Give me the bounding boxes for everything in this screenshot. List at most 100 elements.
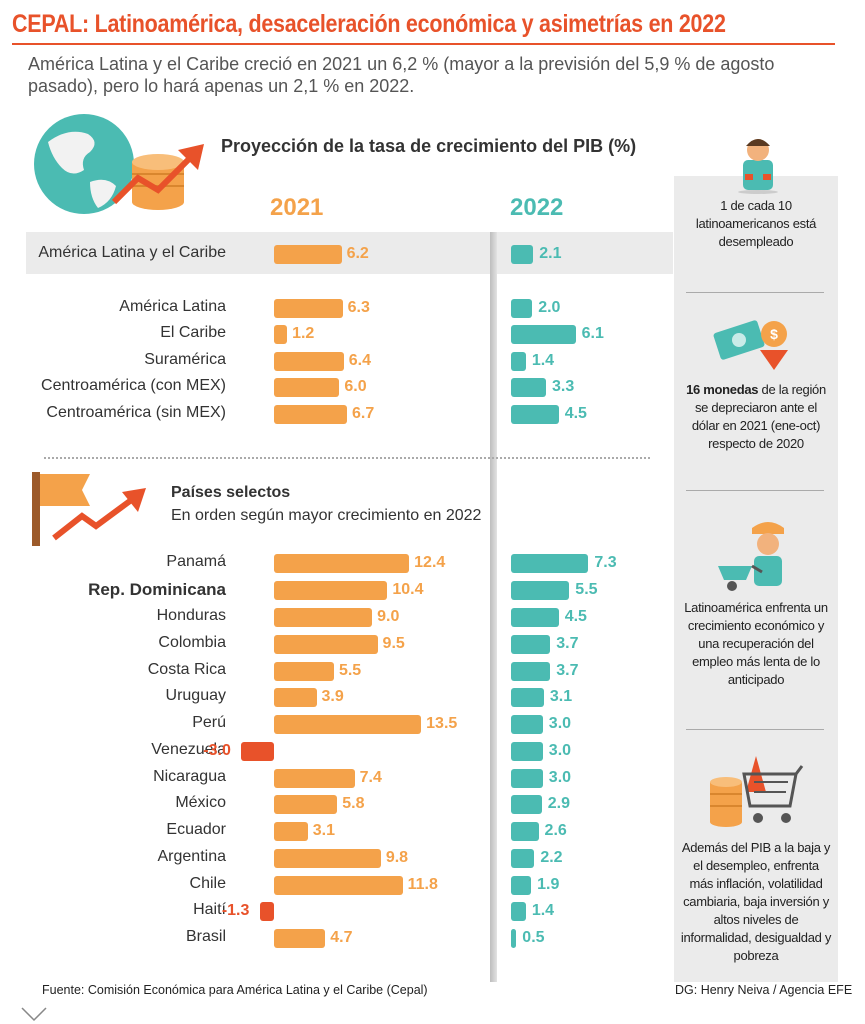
row-label-countries-2: Honduras [156, 607, 226, 624]
shopping-cart-coins-icon [710, 756, 804, 827]
title-rule [12, 43, 835, 45]
bar-2022-regions-4 [511, 378, 546, 397]
value-2021-countries-14: 4.7 [330, 929, 353, 946]
bar-2021-countries-12 [274, 876, 403, 895]
source-note: Fuente: Comisión Económica para América … [42, 983, 428, 997]
value-2022-countries-12: 1.9 [537, 876, 560, 893]
value-2022-countries-14: 0.5 [522, 929, 545, 946]
bar-2022-countries-14 [511, 929, 517, 948]
bar-2021-countries-1 [274, 581, 388, 600]
row-label-regions-4: Centroamérica (con MEX) [41, 377, 226, 394]
row-label-regions-5: Centroamérica (sin MEX) [46, 404, 226, 421]
value-2022-countries-4: 3.7 [556, 662, 579, 679]
value-2021-regions-3: 6.4 [348, 352, 371, 369]
bar-2021-countries-10 [274, 822, 308, 841]
value-2021-regions-0: 6.2 [346, 245, 369, 262]
bar-2021-regions-0 [274, 245, 342, 264]
row-label-countries-4: Costa Rica [147, 661, 226, 678]
row-label-regions-3: Suramérica [144, 351, 226, 368]
year-divider [490, 232, 497, 982]
value-2021-countries-5: 3.9 [321, 688, 344, 705]
bar-2021-regions-3 [274, 352, 344, 371]
sidebar-rule-2 [686, 490, 824, 491]
value-2022-countries-8: 3.0 [548, 769, 572, 786]
fact-challenges: Además del PIB a la baja y el desempleo,… [680, 840, 832, 963]
value-2022-regions-1: 2.0 [538, 299, 561, 316]
bar-2021-countries-14 [274, 929, 326, 948]
row-label-countries-14: Brasil [185, 928, 226, 945]
value-2022-countries-7: 3.0 [548, 742, 572, 759]
value-2021-countries-3: 9.5 [382, 635, 405, 652]
page-title: CEPAL: Latinoamérica, desaceleración eco… [12, 10, 726, 38]
row-label-countries-0: Panamá [166, 553, 226, 570]
bar-2022-countries-9 [511, 795, 542, 814]
value-2022-regions-0: 2.1 [539, 245, 562, 262]
value-2022-regions-5: 4.5 [564, 405, 587, 422]
bar-2021-countries-7 [241, 742, 274, 761]
countries-title: Países selectos [171, 484, 291, 501]
chart-title: Proyección de la tasa de crecimiento del… [221, 136, 637, 156]
value-2021-countries-12: 11.8 [407, 876, 438, 893]
value-2022-countries-9: 2.9 [547, 795, 570, 812]
bar-2022-regions-3 [511, 352, 526, 371]
value-2022-regions-4: 3.3 [551, 378, 575, 395]
value-2022-countries-6: 3.0 [548, 715, 572, 732]
bar-2021-countries-2 [274, 608, 373, 627]
value-2021-countries-9: 5.8 [342, 795, 365, 812]
fact-slow-growth: Latinoamérica enfrenta un crecimiento ec… [684, 600, 828, 687]
value-2021-countries-0: 12.4 [414, 554, 446, 571]
row-label-regions-1: América Latina [119, 298, 226, 315]
value-2021-countries-7: -3.0 [203, 742, 231, 759]
bar-2022-countries-3 [511, 635, 551, 654]
value-2022-countries-13: 1.4 [531, 902, 555, 919]
bar-2022-countries-1 [511, 581, 570, 600]
bar-2022-countries-10 [511, 822, 539, 841]
value-2021-countries-11: 9.8 [385, 849, 409, 866]
footer-pointer-icon [21, 1007, 47, 1022]
value-2022-countries-11: 2.2 [540, 849, 563, 866]
value-2021-countries-1: 10.4 [392, 581, 424, 598]
value-2021-regions-5: 6.7 [352, 405, 375, 422]
bar-2022-countries-12 [511, 876, 532, 895]
row-label-countries-12: Chile [189, 875, 226, 892]
row-label-countries-6: Perú [192, 714, 226, 731]
currency-depreciation-icon: $ [713, 320, 788, 370]
row-label-countries-10: Ecuador [166, 821, 226, 838]
fact-currencies-rest: de la región se depreciaron ante el dóla… [691, 382, 826, 451]
bar-2021-regions-1 [274, 299, 343, 318]
unemployed-person-icon [738, 139, 778, 194]
fact-currencies-bold: 16 monedas [686, 382, 759, 397]
svg-text:$: $ [770, 326, 778, 342]
row-label-countries-11: Argentina [157, 848, 227, 865]
row-label-countries-7: Venezuela [151, 741, 226, 758]
fact-currencies: 16 monedas de la región se depreciaron a… [680, 381, 832, 453]
bar-2022-countries-11 [511, 849, 535, 868]
flag-growth-icon [32, 472, 146, 546]
row-label-regions-2: El Caribe [160, 324, 226, 341]
bar-2022-countries-8 [511, 769, 543, 788]
value-2021-regions-2: 1.2 [292, 325, 315, 342]
bar-2022-countries-4 [511, 662, 551, 681]
bar-2021-countries-8 [274, 769, 355, 788]
bar-2021-countries-4 [274, 662, 334, 681]
bar-2022-countries-7 [511, 742, 543, 761]
row-label-countries-1: Rep. Dominicana [88, 580, 226, 599]
value-2021-countries-8: 7.4 [359, 769, 382, 786]
countries-subtitle: En orden según mayor crecimiento en 2022 [171, 507, 482, 524]
bar-2021-countries-0 [274, 554, 410, 573]
bar-2022-countries-0 [511, 554, 589, 573]
value-2022-countries-3: 3.7 [556, 635, 579, 652]
row-label-countries-13: Haití [193, 901, 226, 918]
bar-2021-countries-9 [274, 795, 338, 814]
value-2021-regions-1: 6.3 [347, 299, 370, 316]
fact-unemployment: 1 de cada 10 latinoamericanos está desem… [695, 198, 817, 249]
subtitle: América Latina y el Caribe creció en 202… [28, 54, 775, 96]
bar-2021-regions-5 [274, 405, 348, 424]
bar-2021-countries-11 [274, 849, 381, 868]
value-2021-countries-2: 9.0 [377, 608, 400, 625]
credit-note: DG: Henry Neiva / Agencia EFE [675, 983, 853, 997]
bar-2021-countries-13 [259, 902, 274, 921]
bar-2021-countries-6 [274, 715, 422, 734]
bar-2021-regions-4 [274, 378, 340, 397]
value-2022-countries-1: 5.5 [575, 581, 598, 598]
